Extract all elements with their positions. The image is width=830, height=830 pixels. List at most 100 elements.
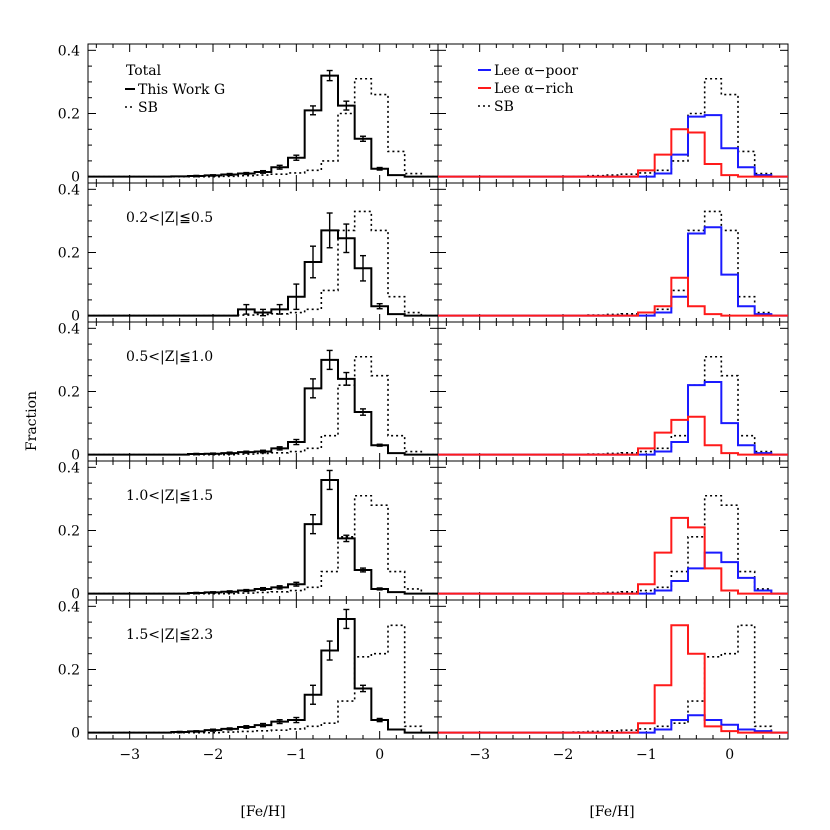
y-tick-label: 0.2 xyxy=(58,385,80,401)
panel-frame xyxy=(437,43,789,184)
error-bar xyxy=(376,587,383,591)
error-bar xyxy=(360,135,366,143)
x-tick-label: 0 xyxy=(375,747,384,763)
error-bar xyxy=(276,446,283,451)
panel-label: 0.2<|Z|≦0.5 xyxy=(126,210,213,226)
error-bar xyxy=(276,719,283,725)
sb-histogram xyxy=(88,494,438,595)
error-bar xyxy=(260,169,266,174)
y-tick-label: 0 xyxy=(71,170,80,186)
panel-left-2: 0 0.2 0.4 0.5<|Z|≦1.0 xyxy=(58,321,439,464)
alpha-poor-histogram xyxy=(438,114,788,178)
sb-histogram xyxy=(438,494,788,595)
x-axis-label-right: [Fe/H] xyxy=(589,804,634,820)
x-axis-label-left: [Fe/H] xyxy=(240,804,285,820)
error-bar xyxy=(360,684,366,693)
sb-histogram xyxy=(438,624,788,734)
panel-frame xyxy=(87,182,439,323)
panel-frame xyxy=(437,321,789,462)
this-work-histogram xyxy=(88,358,438,456)
x-tick-label: −2 xyxy=(553,747,574,763)
error-bar xyxy=(193,174,200,178)
error-bar xyxy=(226,451,233,455)
panel-frame xyxy=(87,599,439,740)
error-bar xyxy=(360,254,366,282)
legend-entry-sb: SB xyxy=(494,99,514,115)
x-tick-label: −2 xyxy=(203,747,224,763)
error-bar xyxy=(243,303,250,315)
error-bar xyxy=(243,171,250,176)
alpha-rich-histogram xyxy=(438,276,788,317)
panel-right-2 xyxy=(437,321,789,462)
this-work-histogram xyxy=(88,74,438,178)
error-bar xyxy=(193,452,200,456)
panel-label: 1.5<|Z|≦2.3 xyxy=(126,627,213,643)
legend-left: This Work G SB xyxy=(125,82,225,116)
error-bar xyxy=(210,452,216,456)
y-tick-label: 0 xyxy=(71,587,80,603)
error-bar xyxy=(293,283,300,311)
y-tick-label: 0.2 xyxy=(58,246,80,262)
error-bar xyxy=(310,514,316,535)
panel-right-4: −3 −2 −1 0 xyxy=(437,599,789,763)
alpha-poor-histogram xyxy=(438,551,788,595)
error-bar xyxy=(260,586,266,591)
error-bar xyxy=(226,590,233,594)
error-bar xyxy=(243,725,250,729)
error-bar xyxy=(326,69,333,82)
legend-entry-sb: SB xyxy=(138,100,158,116)
error-bar xyxy=(293,438,300,446)
error-bar xyxy=(243,588,250,593)
error-bar xyxy=(276,303,283,315)
this-work-histogram xyxy=(88,229,438,317)
error-bar xyxy=(276,585,283,590)
sb-histogram xyxy=(88,355,438,456)
sb-histogram xyxy=(88,210,438,317)
error-bar xyxy=(260,449,266,454)
y-tick-label: 0 xyxy=(71,309,80,325)
y-tick-label: 0.4 xyxy=(58,599,80,615)
alpha-poor-histogram xyxy=(438,226,788,317)
alpha-rich-histogram xyxy=(438,516,788,595)
panel-left-4: 0 0.2 0.4 −3 −2 −1 0 1.5<|Z|≦2.3 xyxy=(58,599,439,763)
x-tick-label: −3 xyxy=(469,747,490,763)
error-bar xyxy=(326,349,333,371)
legend-entry-this-work: This Work G xyxy=(138,82,225,98)
error-bar xyxy=(343,371,350,386)
error-bar xyxy=(210,174,216,177)
panel-label: Total xyxy=(126,63,162,79)
this-work-histogram xyxy=(88,617,438,734)
panel-right-3 xyxy=(437,460,789,601)
y-axis-label: Fraction xyxy=(24,391,40,451)
panel-frame xyxy=(87,460,439,601)
panel-right-1 xyxy=(437,182,789,323)
error-bar xyxy=(260,308,266,317)
error-bar xyxy=(376,717,383,723)
error-bar xyxy=(243,450,250,454)
panel-right-0: Lee α−poor Lee α−rich SB xyxy=(437,43,789,184)
panel-frame xyxy=(87,321,439,462)
error-bar xyxy=(293,581,300,587)
legend-right: Lee α−poor Lee α−rich SB xyxy=(478,63,578,115)
panel-label: 0.5<|Z|≦1.0 xyxy=(126,349,213,365)
error-bar xyxy=(176,730,183,734)
error-bar xyxy=(226,172,233,177)
alpha-rich-histogram xyxy=(438,128,788,178)
sb-histogram xyxy=(438,77,788,178)
error-bar xyxy=(376,166,383,171)
legend-entry-alpha-poor: Lee α−poor xyxy=(494,63,578,79)
error-bar xyxy=(276,164,283,170)
error-bar xyxy=(376,443,383,447)
alpha-rich-histogram xyxy=(438,624,788,734)
error-bar xyxy=(326,640,333,661)
error-bar xyxy=(210,591,216,594)
y-tick-label: 0.2 xyxy=(58,663,80,679)
y-tick-label: 0.4 xyxy=(58,460,80,476)
panel-frame xyxy=(437,182,789,323)
panel-left-0: 0 0.2 0.4 Total This Work G SB xyxy=(58,43,439,186)
x-tick-label: −3 xyxy=(119,747,140,763)
y-tick-label: 0.4 xyxy=(58,321,80,337)
y-tick-label: 0.2 xyxy=(58,107,80,123)
